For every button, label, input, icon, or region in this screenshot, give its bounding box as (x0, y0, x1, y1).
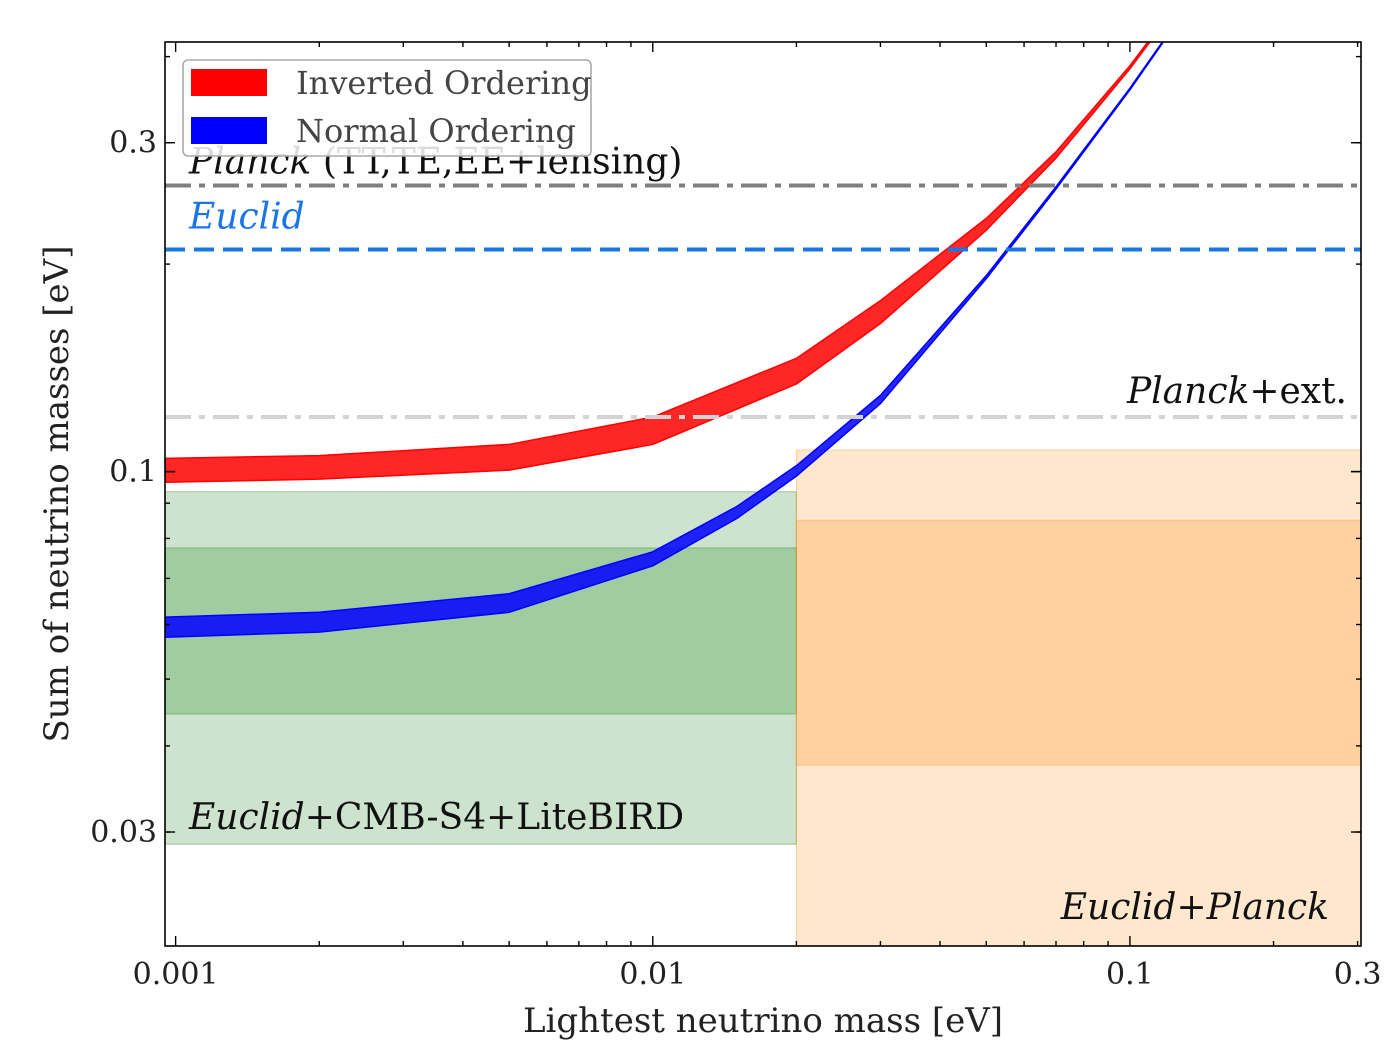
normal-ordering-legend-swatch (191, 117, 267, 144)
y-tick-label: 0.03 (90, 815, 157, 850)
euclid-cmb-s4-litebird-outer-region (165, 491, 798, 845)
normal-ordering-band (165, 42, 1165, 639)
inverted-ordering-legend-swatch (191, 69, 267, 96)
inverted-ordering-legend-label: Inverted Ordering (296, 64, 592, 102)
euclid-cmb-s4-litebird-label: Euclid+CMB-S4+LiteBIRD (188, 797, 684, 838)
euclid-planck-inner-region (795, 519, 1361, 766)
y-tick-label: 0.1 (109, 455, 157, 490)
x-axis-label: Lightest neutrino mass [eV] (523, 1001, 1003, 1041)
x-tick-label: 0.001 (133, 957, 219, 992)
euclid-planck-outer-region (795, 449, 1361, 946)
normal-ordering-legend-label: Normal Ordering (296, 112, 576, 150)
inverted-ordering-band (165, 42, 1151, 484)
euclid-planck-label: Euclid+Planck (1060, 887, 1329, 928)
legend-box (182, 59, 592, 157)
plot-frame (164, 41, 1362, 947)
x-tick-label: 0.1 (1106, 957, 1154, 992)
x-tick-label: 0.3 (1334, 957, 1382, 992)
planck-ext-line-label: Planck+ext. (1126, 371, 1347, 412)
y-tick-label: 0.3 (109, 126, 157, 161)
y-axis-label: Sum of neutrino masses [eV] (37, 246, 77, 743)
euclid-line-label: Euclid (188, 196, 305, 237)
x-tick-label: 0.01 (619, 957, 686, 992)
